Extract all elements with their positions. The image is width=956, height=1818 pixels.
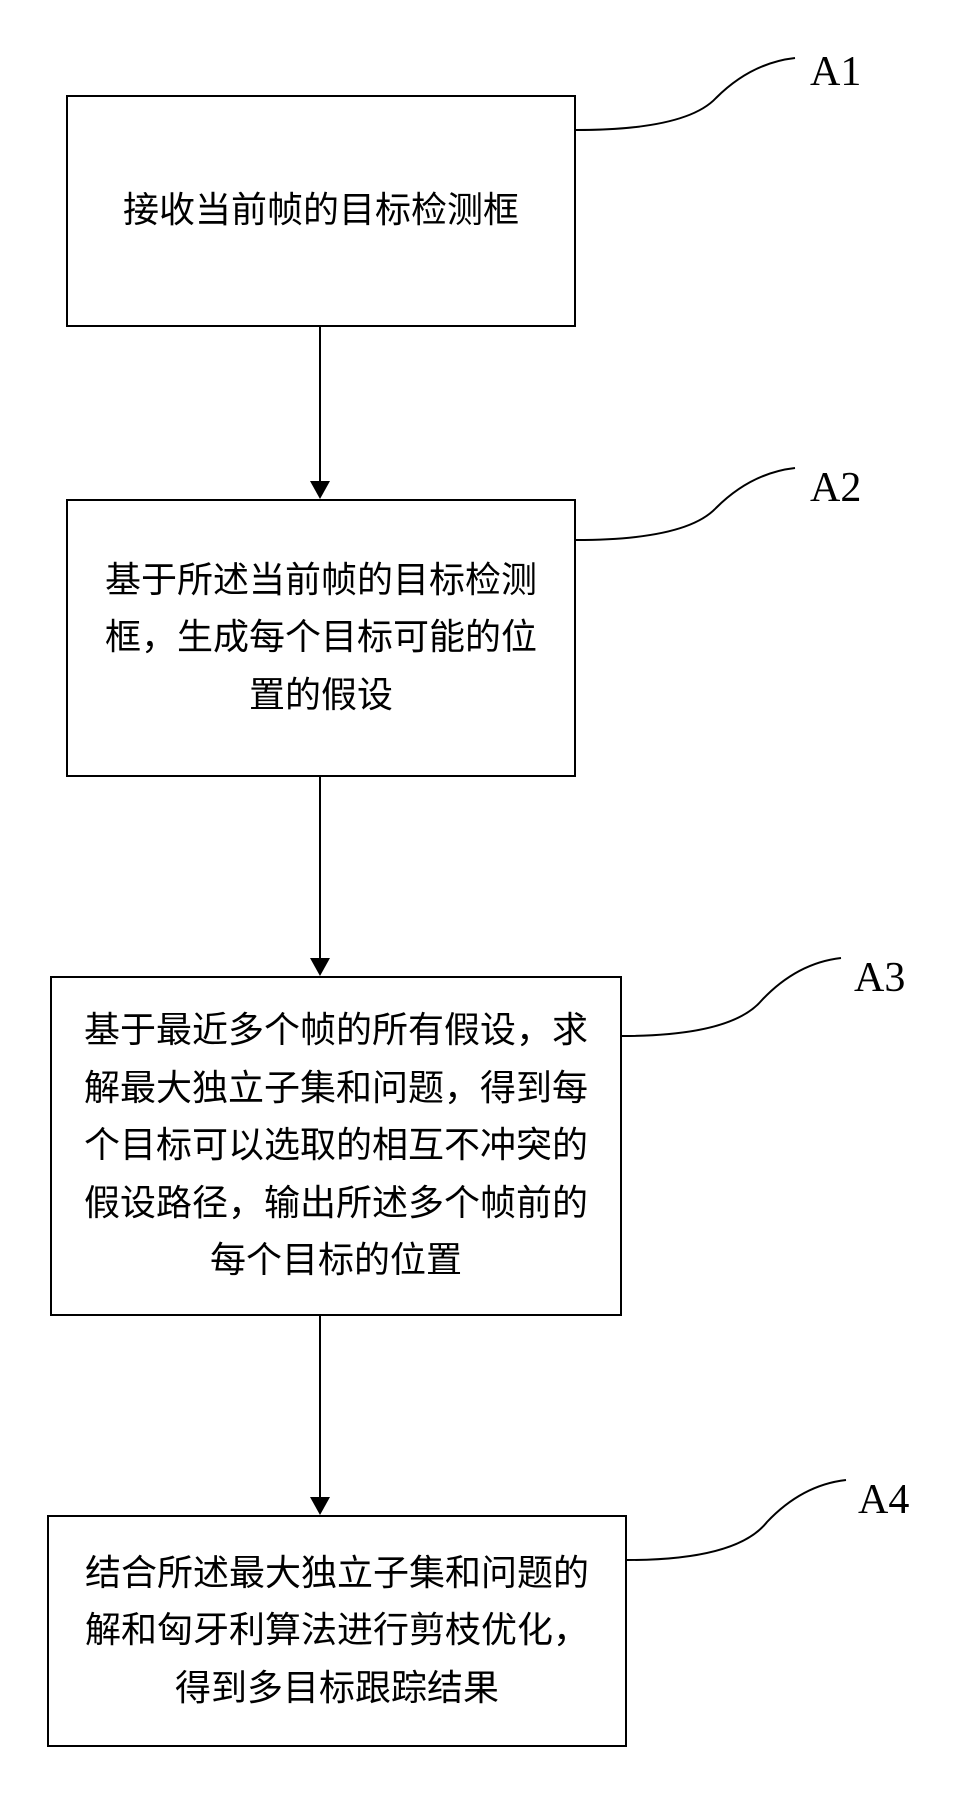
curve-a1: [576, 48, 806, 143]
flow-box-a1-text: 接收当前帧的目标检测框: [123, 182, 519, 240]
flow-box-a2-text: 基于所述当前帧的目标检测框，生成每个目标可能的位置的假设: [98, 552, 544, 725]
arrow-head-2: [310, 958, 330, 976]
arrow-head-1: [310, 481, 330, 499]
arrow-line-3: [319, 1316, 321, 1498]
flow-box-a3: 基于最近多个帧的所有假设，求解最大独立子集和问题，得到每个目标可以选取的相互不冲…: [50, 976, 622, 1316]
label-a1: A1: [810, 48, 861, 96]
flow-box-a2: 基于所述当前帧的目标检测框，生成每个目标可能的位置的假设: [66, 499, 576, 777]
arrow-head-3: [310, 1497, 330, 1515]
flow-box-a4: 结合所述最大独立子集和问题的解和匈牙利算法进行剪枝优化，得到多目标跟踪结果: [47, 1515, 627, 1747]
flow-box-a1: 接收当前帧的目标检测框: [66, 95, 576, 327]
arrow-line-2: [319, 777, 321, 959]
flowchart-container: 接收当前帧的目标检测框 A1 基于所述当前帧的目标检测框，生成每个目标可能的位置…: [0, 0, 956, 1818]
arrow-line-1: [319, 327, 321, 482]
curve-a2: [576, 458, 806, 553]
curve-a3: [622, 948, 852, 1048]
flow-box-a4-text: 结合所述最大独立子集和问题的解和匈牙利算法进行剪枝优化，得到多目标跟踪结果: [79, 1545, 595, 1718]
curve-a4: [627, 1470, 857, 1570]
label-a2: A2: [810, 464, 861, 512]
label-a4: A4: [858, 1476, 909, 1524]
label-a3: A3: [854, 954, 905, 1002]
flow-box-a3-text: 基于最近多个帧的所有假设，求解最大独立子集和问题，得到每个目标可以选取的相互不冲…: [82, 1002, 590, 1290]
